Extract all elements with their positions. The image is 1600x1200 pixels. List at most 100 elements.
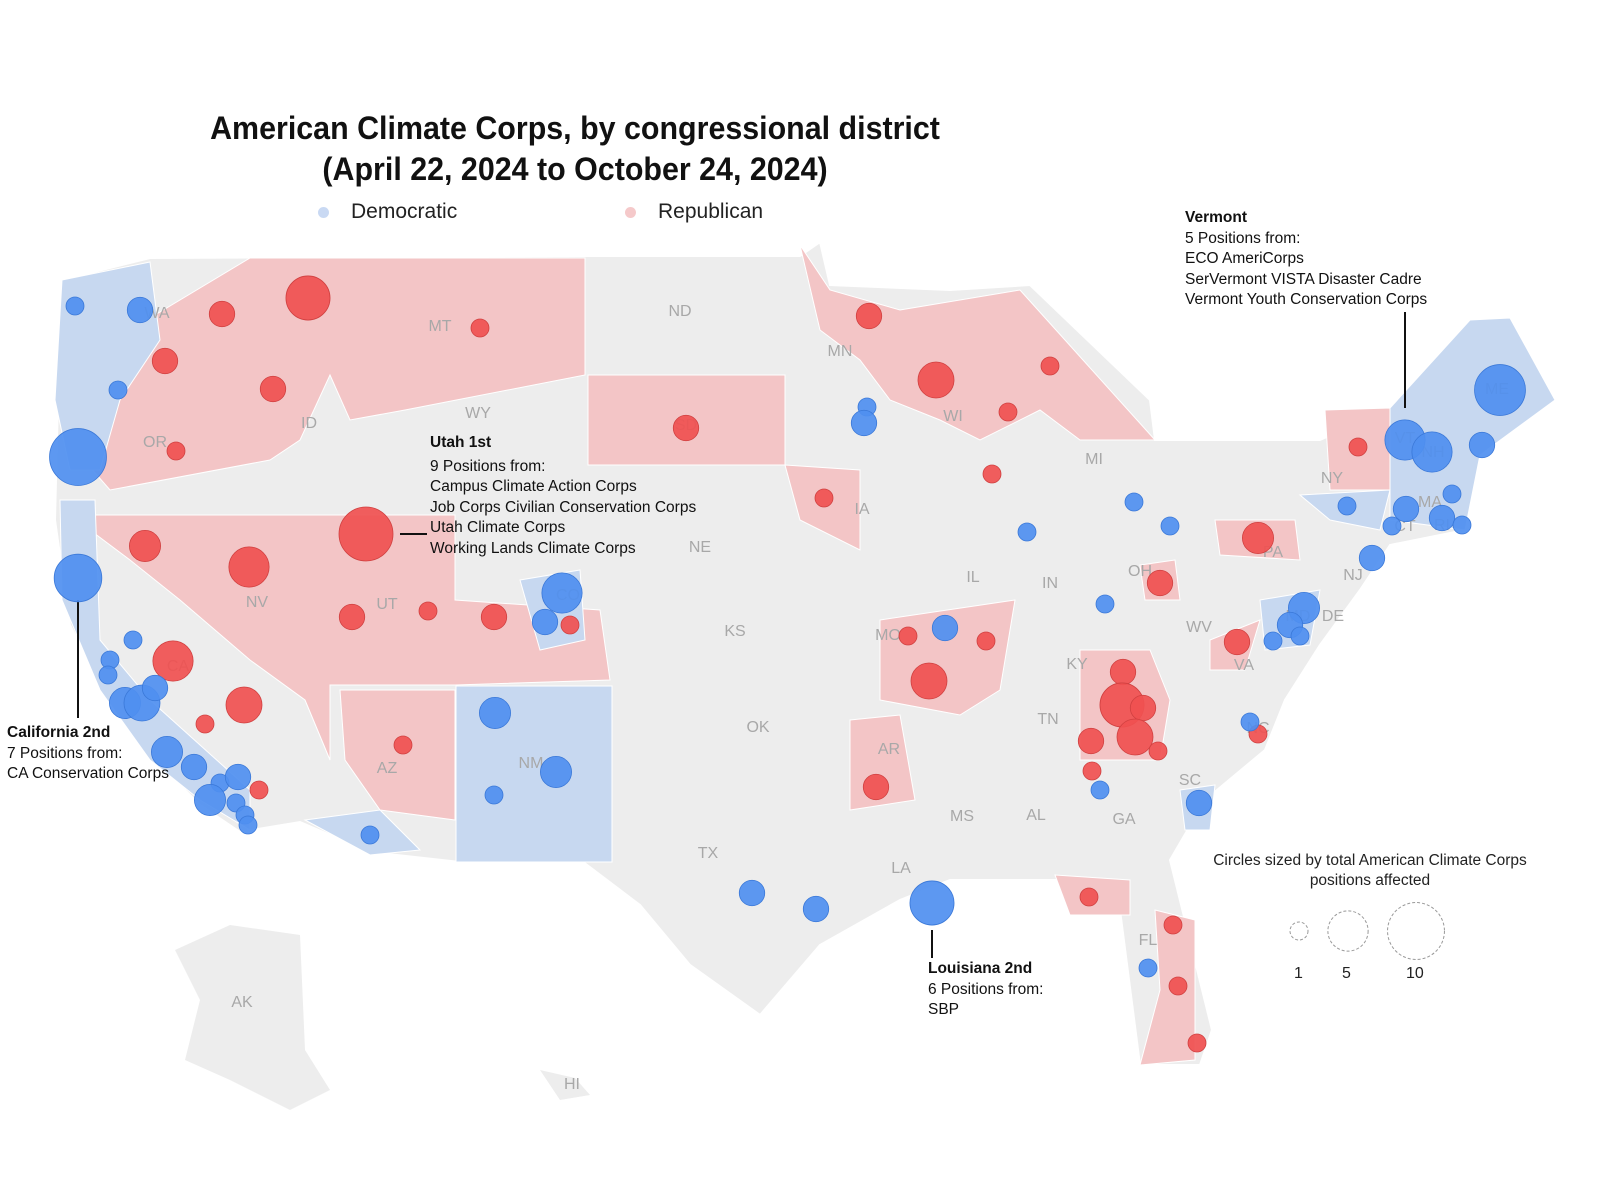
democratic-district-circle (108, 380, 128, 400)
republican-district-circle (166, 441, 186, 461)
republican-district-circle (225, 686, 263, 724)
republican-district-circle (285, 275, 331, 321)
democratic-district-circle (540, 756, 572, 788)
state-label-id: ID (301, 415, 317, 432)
democratic-district-circle (1095, 594, 1115, 614)
annotation-louisiana: Louisiana 2nd 6 Positions from: SBP (928, 959, 1043, 1021)
size-legend-circle (1387, 902, 1445, 960)
democratic-district-circle (224, 763, 252, 791)
republican-district-circle (917, 361, 955, 399)
state-label-la: LA (891, 860, 911, 877)
democratic-district-circle (738, 879, 766, 907)
republican-district-circle (152, 640, 194, 682)
democratic-district-circle (151, 736, 183, 768)
democratic-district-circle (1392, 495, 1420, 523)
democratic-district-circle (479, 697, 511, 729)
annotation-line: SerVermont VISTA Disaster Cadre (1185, 270, 1422, 288)
democratic-district-circle (360, 825, 380, 845)
democratic-district-circle (1124, 492, 1144, 512)
state-label-tn: TN (1037, 711, 1058, 728)
state-label-in: IN (1042, 575, 1058, 592)
republican-district-circle (672, 414, 700, 442)
size-legend-circle (1327, 910, 1369, 952)
republican-district-circle (1168, 976, 1188, 996)
state-label-nm: NM (519, 755, 544, 772)
republican-district-circle (1109, 658, 1137, 686)
size-legend-label: 1 (1294, 965, 1303, 982)
state-label-or: OR (143, 434, 167, 451)
republican-district-circle (249, 780, 269, 800)
republican-district-area (784, 464, 861, 551)
state-label-nd: ND (668, 303, 691, 320)
republican-district-circle (814, 488, 834, 508)
state-label-ne: NE (689, 539, 711, 556)
state-label-tx: TX (698, 845, 719, 862)
title-line-1: American Climate Corps, by congressional… (210, 110, 940, 146)
democratic-district-circle (123, 630, 143, 650)
district-circles (49, 275, 1526, 1053)
democratic-district-circle (238, 815, 258, 835)
republican-district-circle (1040, 356, 1060, 376)
republican-district-circle (560, 615, 580, 635)
republican-district-circle (998, 402, 1018, 422)
state-label-ky: KY (1066, 656, 1088, 673)
democratic-district-circle (1358, 544, 1386, 572)
state-label-nj: NJ (1343, 567, 1363, 584)
annotation-line: Campus Climate Action Corps (430, 478, 637, 495)
republican-district-circle (982, 464, 1002, 484)
republican-district-circle (259, 375, 287, 403)
democratic-district-circle (1185, 789, 1213, 817)
state-label-mt: MT (428, 318, 451, 335)
democratic-district-circle (1017, 522, 1037, 542)
annotation-california: California 2nd 7 Positions from: CA Cons… (7, 723, 169, 785)
legend-democratic: Democratic (318, 200, 457, 224)
legend-label: Republican (658, 200, 764, 223)
democratic-district-circle (909, 880, 955, 926)
democratic-district-circle (1160, 516, 1180, 536)
democratic-district-circle (180, 753, 208, 781)
annotation-title: Utah 1st (430, 434, 492, 451)
state-label-ok: OK (746, 719, 769, 736)
state-label-va: VA (1234, 657, 1254, 674)
republican-district-circle (151, 347, 179, 375)
state-label-mo: MO (875, 627, 901, 644)
democratic-district-circle (802, 895, 830, 923)
state-label-ny: NY (1321, 470, 1344, 487)
republican-swatch (625, 206, 636, 218)
annotation-leaders (77, 312, 1406, 958)
democratic-district-circle (141, 674, 169, 702)
democratic-district-circle (1411, 431, 1453, 473)
hawaii (540, 1070, 590, 1100)
democratic-district-circle (53, 553, 103, 603)
republican-district-circle (129, 530, 161, 562)
republican-district-circle (470, 318, 490, 338)
democratic-district-circle (1468, 431, 1496, 459)
republican-district-circle (898, 626, 918, 646)
republican-district-circle (862, 773, 890, 801)
republican-district-circle (195, 714, 215, 734)
state-label-ks: KS (724, 623, 745, 640)
democratic-district-circle (1474, 364, 1526, 416)
democratic-district-circle (541, 572, 583, 614)
state-label-az: AZ (377, 760, 398, 777)
size-legend-label: 5 (1342, 965, 1351, 982)
annotation-vermont: Vermont 5 Positions from: ECO AmeriCorps… (1185, 208, 1427, 311)
republican-district-area (339, 689, 456, 821)
republican-district-circle (855, 302, 883, 330)
democratic-district-circle (1138, 958, 1158, 978)
republican-district-circle (1187, 1033, 1207, 1053)
democratic-district-circle (1290, 626, 1310, 646)
republican-district-area (68, 514, 611, 761)
republican-district-circle (338, 603, 366, 631)
state-label-ar: AR (878, 741, 900, 758)
republican-district-circle (1242, 522, 1274, 554)
republican-district-circle (1163, 915, 1183, 935)
state-label-de: DE (1322, 608, 1344, 625)
republican-district-circle (1148, 741, 1168, 761)
state-label-mn: MN (828, 343, 853, 360)
annotation-utah: Utah 1st 9 Positions from: Campus Climat… (430, 433, 696, 559)
map-title: American Climate Corps, by congressional… (171, 108, 979, 190)
democratic-district-circle (1090, 780, 1110, 800)
annotation-title: Louisiana 2nd (928, 960, 1033, 977)
state-label-oh: OH (1128, 563, 1152, 580)
